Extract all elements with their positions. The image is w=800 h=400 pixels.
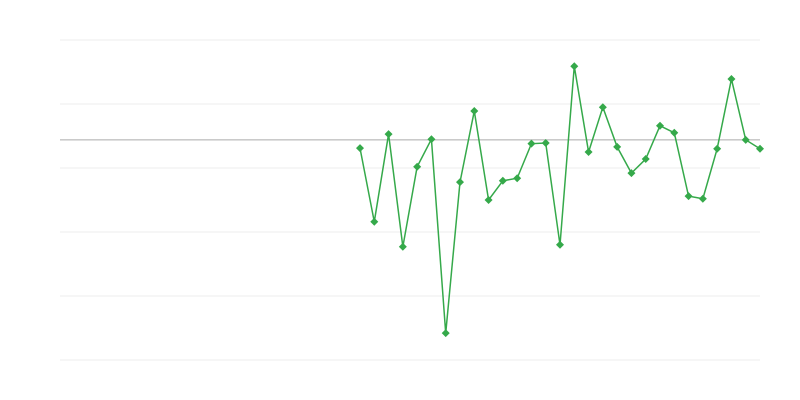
- data-point: [556, 240, 564, 249]
- data-point: [756, 144, 764, 153]
- data-point: [356, 144, 364, 153]
- data-point: [384, 130, 393, 139]
- data-point: [513, 174, 522, 183]
- data-point: [441, 329, 450, 338]
- data-point: [398, 242, 407, 251]
- data-point: [670, 128, 679, 137]
- data-point: [641, 155, 650, 164]
- data-point: [713, 144, 722, 153]
- data-point: [684, 192, 693, 201]
- data-point: [470, 107, 479, 116]
- data-point: [498, 176, 507, 185]
- data-point: [370, 217, 379, 226]
- data-point: [527, 139, 536, 148]
- data-point: [698, 194, 707, 203]
- data-point: [613, 142, 622, 151]
- data-point: [584, 148, 593, 156]
- data-point: [413, 162, 422, 171]
- data-point: [484, 196, 493, 204]
- data-point: [598, 103, 607, 112]
- data-point: [656, 121, 664, 130]
- data-point: [727, 75, 736, 84]
- data-point: [456, 178, 464, 187]
- data-point: [427, 135, 436, 144]
- data-point: [570, 62, 579, 71]
- data-point: [741, 135, 750, 144]
- data-point: [627, 169, 636, 178]
- data-point: [541, 139, 550, 148]
